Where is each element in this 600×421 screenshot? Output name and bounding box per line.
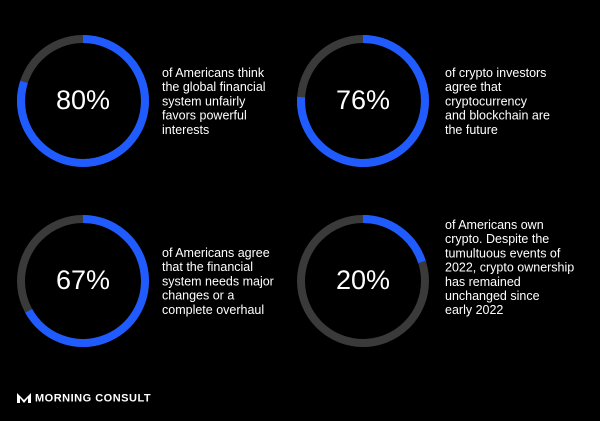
- description-line: crypto. Despite the: [445, 232, 549, 246]
- description-line: complete overhaul: [162, 303, 264, 317]
- description-line: system unfairly: [162, 94, 246, 108]
- donut-chart: 76% of crypto investors agree that cryptocu…: [297, 35, 550, 167]
- donut-arc: [25, 215, 149, 347]
- description-line: changes or a: [162, 289, 234, 303]
- description-line: unchanged since: [445, 289, 540, 303]
- description-line: the global financial: [162, 80, 266, 94]
- percent-label: 67%: [56, 265, 110, 295]
- percent-label: 80%: [56, 85, 110, 115]
- description-line: early 2022: [445, 303, 503, 317]
- percent-label: 76%: [336, 85, 390, 115]
- description: of crypto investors agree that cryptocurre…: [445, 66, 550, 137]
- description: of Americans own crypto. Despite the tumul…: [445, 218, 574, 317]
- donut-chart: 80% of Americans think the global financia…: [17, 35, 266, 167]
- description-line: agree that: [445, 80, 502, 94]
- description-line: has remained: [445, 275, 521, 289]
- description-line: of Americans agree: [162, 246, 270, 260]
- description-line: that the financial: [162, 260, 253, 274]
- description-line: tumultuous events of: [445, 246, 561, 260]
- description-line: cryptocurrency: [445, 94, 528, 108]
- description-line: of Americans own: [445, 218, 544, 232]
- logo-mark: [17, 393, 31, 403]
- donut-chart: 67% of Americans agree that the financial s…: [17, 215, 274, 347]
- description: of Americans agree that the financial syst…: [162, 246, 274, 317]
- description-line: of Americans think: [162, 66, 265, 80]
- description-line: interests: [162, 123, 209, 137]
- donut-chart: 20% of Americans own crypto. Despite the tu…: [297, 215, 574, 347]
- brand-name: MORNING CONSULT: [35, 392, 151, 404]
- description-line: of crypto investors: [445, 66, 546, 80]
- description-line: the future: [445, 123, 498, 137]
- donut-arc: [362, 215, 426, 264]
- description-line: 2022, crypto ownership: [445, 261, 574, 275]
- percent-label: 20%: [336, 265, 390, 295]
- description-line: system needs major: [162, 274, 274, 288]
- description-line: and blockchain are: [445, 109, 550, 123]
- description: of Americans think the global financial sy…: [162, 66, 266, 137]
- donut-arc: [297, 35, 429, 167]
- description-line: favors powerful: [162, 109, 247, 123]
- donut-arc: [17, 35, 149, 167]
- logo: MORNING CONSULT: [17, 392, 151, 404]
